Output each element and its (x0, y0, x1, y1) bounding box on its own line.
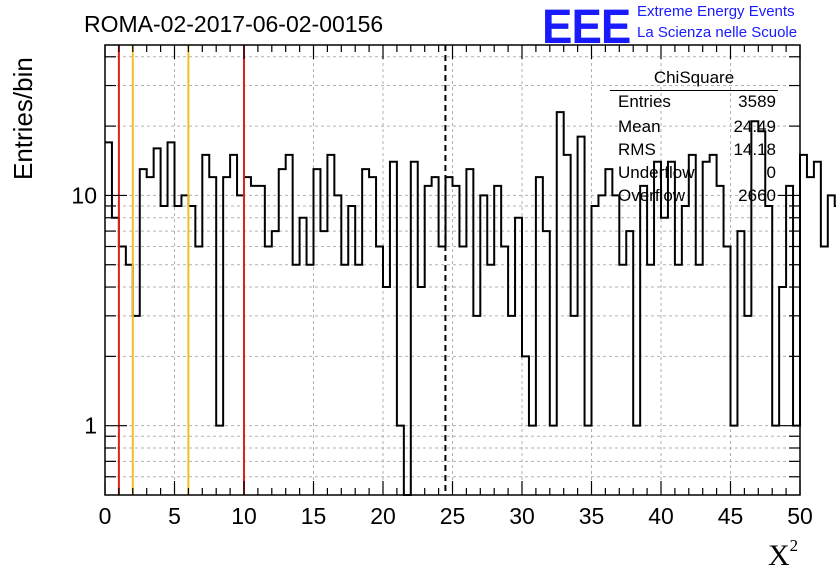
chart-title: ROMA-02-2017-06-02-00156 (84, 11, 384, 37)
x-tick-label: 35 (579, 503, 605, 529)
y-axis-label: Entries/bin (8, 57, 38, 180)
logo-line-1: Extreme Energy Events (637, 3, 795, 20)
stats-value: 0 (766, 163, 776, 182)
stats-key: RMS (618, 140, 656, 159)
x-tick-label: 10 (231, 503, 257, 529)
x-tick-label: 40 (648, 503, 674, 529)
stats-value: 14.18 (733, 140, 776, 159)
x-tick-label: 45 (718, 503, 744, 529)
x-tick-label: 30 (509, 503, 535, 529)
x-tick-label: 0 (99, 503, 112, 529)
histogram-series (105, 111, 836, 496)
stats-row-rms: RMS 14.18 (618, 140, 776, 164)
stats-row-mean: Mean 24.49 (618, 117, 776, 141)
stats-row-entries: Entries 3589 (618, 92, 776, 116)
x-tick-label: 15 (301, 503, 327, 529)
stats-row-overflow: Overflow 2660 (618, 186, 776, 210)
stats-row-underflow: Underflow 0 (618, 163, 776, 187)
stats-key: Mean (618, 117, 661, 136)
stats-divider (610, 90, 778, 91)
stats-title: ChiSquare (653, 68, 735, 87)
y-tick-label: 10 (71, 182, 97, 208)
x-tick-label: 20 (370, 503, 396, 529)
x-tick-label: 5 (168, 503, 181, 529)
stats-key: Entries (618, 92, 671, 111)
stats-key: Underflow (618, 163, 695, 182)
stats-key: Overflow (618, 186, 686, 205)
y-tick-label: 1 (84, 413, 97, 439)
x-tick-label: 50 (787, 503, 813, 529)
stats-value: 24.49 (733, 117, 776, 136)
stats-value: 2660 (738, 186, 776, 205)
eee-logo: EEE (542, 1, 631, 54)
x-tick-label: 25 (440, 503, 466, 529)
x-axis-label: X2 (768, 536, 799, 572)
stats-value: 3589 (738, 92, 776, 111)
stats-box: ChiSquare Entries 3589 Mean 24.49 RMS 14… (610, 64, 778, 205)
logo-line-2: La Scienza nelle Scuole (637, 24, 798, 41)
